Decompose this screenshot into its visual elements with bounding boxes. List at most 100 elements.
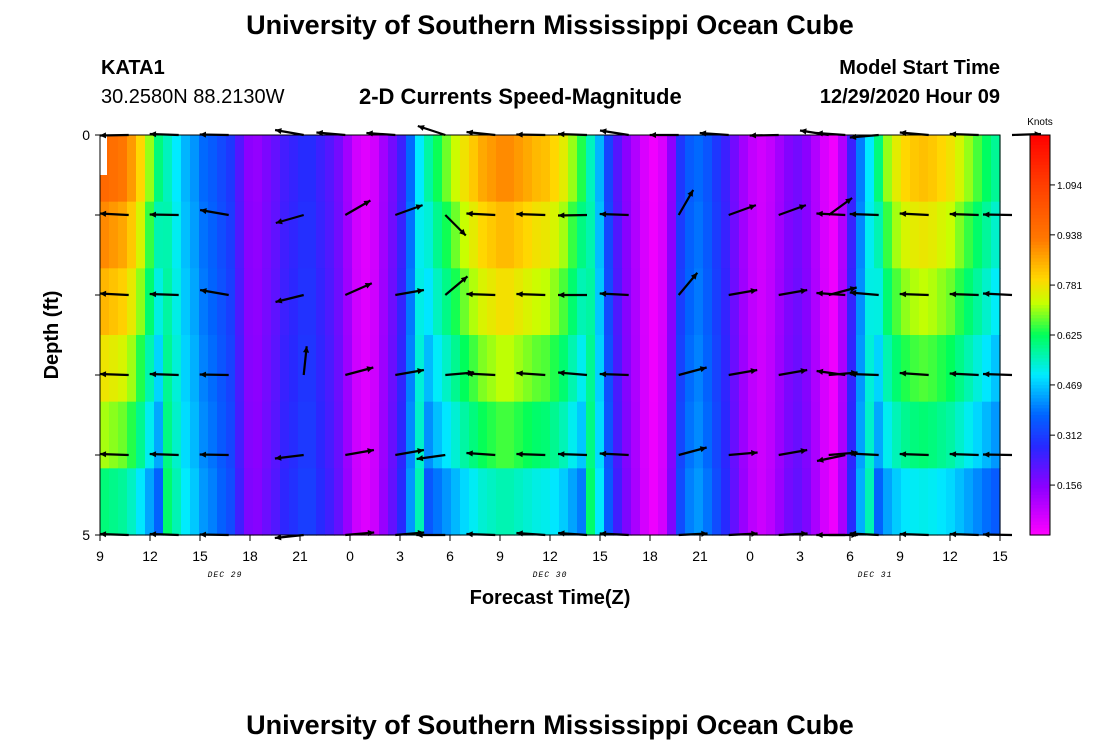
heatmap-cell <box>163 268 173 336</box>
heatmap-cell <box>298 335 308 403</box>
heatmap-cell <box>892 201 902 269</box>
x-tick-label: 12 <box>942 548 958 564</box>
heatmap-cell <box>109 135 119 203</box>
heatmap-cell <box>352 268 362 336</box>
colorbar-segment <box>1030 431 1050 436</box>
heatmap-cell <box>109 468 119 536</box>
current-vector <box>516 211 546 218</box>
heatmap-cell <box>289 201 299 269</box>
current-vector <box>949 370 979 377</box>
heatmap-cell <box>163 468 173 536</box>
heatmap-cell <box>325 201 335 269</box>
colorbar-segment <box>1030 401 1050 406</box>
heatmap-cell <box>289 401 299 469</box>
heatmap-cell <box>865 468 875 536</box>
heatmap-cell <box>523 135 533 203</box>
heatmap-cell <box>586 268 596 336</box>
heatmap-cell <box>838 201 848 269</box>
heatmap-cell <box>253 268 263 336</box>
heatmap-cell <box>415 401 425 469</box>
heatmap-cell <box>802 268 812 336</box>
heatmap-cell <box>883 268 893 336</box>
heatmap-cell <box>631 468 641 536</box>
colorbar-segment <box>1030 445 1050 449</box>
heatmap-cell <box>388 135 398 203</box>
product-title: 2-D Currents Speed-Magnitude <box>359 84 682 109</box>
current-vector <box>982 371 1013 378</box>
heatmap-cell <box>955 268 965 336</box>
current-vector <box>149 211 179 218</box>
heatmap-cell <box>316 401 326 469</box>
model-start-label: Model Start Time <box>839 57 1000 79</box>
heatmap-cell <box>631 401 641 469</box>
heatmap-cell <box>271 335 281 403</box>
colorbar-segment <box>1030 328 1050 333</box>
heatmap-cell <box>910 401 920 469</box>
heatmap-cell <box>217 135 227 203</box>
colorbar-segment <box>1030 395 1050 399</box>
heatmap-cell <box>568 268 578 336</box>
colorbar-segment <box>1030 268 1050 273</box>
current-vector <box>344 199 371 216</box>
colorbar-segment <box>1030 288 1050 293</box>
heatmap-cell <box>829 468 839 536</box>
current-vector <box>728 288 758 297</box>
heatmap-cell <box>685 268 695 336</box>
heatmap-cell <box>658 335 668 403</box>
heatmap-cell <box>262 401 272 469</box>
heatmap-cell <box>406 401 416 469</box>
heatmap-cell <box>361 201 371 269</box>
heatmap-cell <box>559 401 569 469</box>
current-vector <box>199 531 229 538</box>
current-vector <box>558 370 588 377</box>
heatmap-cell <box>163 401 173 469</box>
current-vector <box>899 370 929 377</box>
heatmap-cell <box>874 401 884 469</box>
heatmap-cell <box>478 201 488 269</box>
heatmap-cell <box>640 135 650 203</box>
heatmap-cell <box>829 335 839 403</box>
current-vector <box>557 131 588 138</box>
heatmap-cell <box>496 335 506 403</box>
current-vector <box>274 453 304 461</box>
heatmap-cell <box>478 135 488 203</box>
heatmap-cell <box>730 268 740 336</box>
colorbar-segment <box>1030 145 1050 149</box>
heatmap-cell <box>550 201 560 269</box>
colorbar-segment <box>1030 278 1050 283</box>
current-vector <box>816 290 846 297</box>
heatmap-cell <box>352 401 362 469</box>
heatmap-cell <box>847 335 857 403</box>
current-vector <box>466 129 496 137</box>
heatmap-cell <box>721 268 731 336</box>
colorbar-segment <box>1030 315 1050 319</box>
heatmap-cell <box>766 468 776 536</box>
heatmap-cell <box>262 201 272 269</box>
heatmap-cell <box>784 135 794 203</box>
colorbar-segment <box>1030 218 1050 223</box>
heatmap-cell <box>748 135 758 203</box>
current-vector <box>816 368 846 377</box>
heatmap-cell <box>973 135 983 203</box>
heatmap-cell <box>694 201 704 269</box>
x-tick-label: 9 <box>896 548 904 564</box>
heatmap-cell <box>703 468 713 536</box>
heatmap-cell <box>901 268 911 336</box>
current-vector <box>599 128 629 137</box>
current-vector <box>557 451 588 458</box>
heatmap-cell <box>883 201 893 269</box>
heatmap-cell <box>190 268 200 336</box>
heatmap-cell <box>307 401 317 469</box>
heatmap-cell <box>397 268 407 336</box>
heatmap-cell <box>838 401 848 469</box>
heatmap-cell <box>622 268 632 336</box>
heatmap-cell <box>658 135 668 203</box>
heatmap-cell <box>118 268 128 336</box>
colorbar-segment <box>1030 385 1050 389</box>
colorbar-segment <box>1030 168 1050 173</box>
heatmap-cell <box>622 401 632 469</box>
heatmap-cell <box>928 268 938 336</box>
heatmap-cell <box>316 468 326 536</box>
current-vector <box>516 530 546 537</box>
